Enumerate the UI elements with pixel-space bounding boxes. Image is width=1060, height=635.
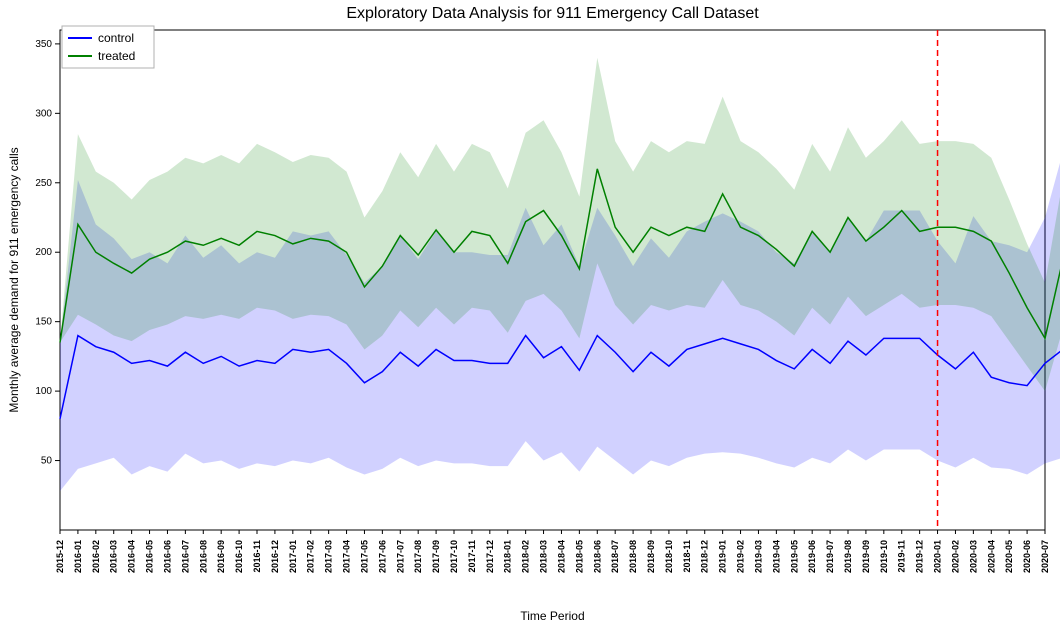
x-tick-label: 2018-05	[574, 540, 584, 573]
x-tick-label: 2016-07	[180, 540, 190, 573]
x-tick-label: 2016-08	[198, 540, 208, 573]
x-tick-label: 2019-03	[753, 540, 763, 573]
x-tick-label: 2018-02	[521, 540, 531, 573]
x-tick-label: 2017-02	[306, 540, 316, 573]
legend-label-control: control	[98, 31, 134, 45]
x-tick-label: 2019-08	[843, 540, 853, 573]
x-tick-label: 2017-05	[359, 540, 369, 573]
x-tick-label: 2016-11	[252, 540, 262, 573]
x-tick-label: 2016-05	[145, 540, 155, 573]
x-tick-label: 2017-10	[449, 540, 459, 573]
x-tick-label: 2018-08	[628, 540, 638, 573]
y-tick-label: 250	[35, 178, 52, 189]
x-tick-label: 2016-04	[127, 540, 137, 573]
x-tick-label: 2020-05	[1004, 540, 1014, 573]
x-tick-label: 2015-12	[55, 540, 65, 573]
x-tick-label: 2018-12	[700, 540, 710, 573]
x-tick-label: 2020-03	[968, 540, 978, 573]
y-tick-label: 100	[35, 386, 52, 397]
x-tick-label: 2016-01	[73, 540, 83, 573]
y-tick-label: 350	[35, 39, 52, 50]
x-tick-label: 2017-06	[377, 540, 387, 573]
x-tick-label: 2019-11	[897, 540, 907, 573]
x-tick-label: 2017-08	[413, 540, 423, 573]
chart-title: Exploratory Data Analysis for 911 Emerge…	[346, 5, 759, 22]
x-tick-label: 2019-02	[736, 540, 746, 573]
y-tick-label: 50	[41, 456, 53, 467]
x-tick-label: 2018-09	[646, 540, 656, 573]
x-tick-label: 2019-09	[861, 540, 871, 573]
x-tick-label: 2019-01	[718, 540, 728, 573]
x-tick-label: 2016-03	[109, 540, 119, 573]
y-tick-label: 300	[35, 108, 52, 119]
x-axis-label: Time Period	[520, 609, 584, 623]
x-tick-label: 2018-11	[682, 540, 692, 573]
x-tick-label: 2018-10	[664, 540, 674, 573]
x-tick-label: 2019-04	[771, 540, 781, 573]
x-tick-label: 2020-07	[1040, 540, 1050, 573]
x-tick-label: 2020-04	[986, 540, 996, 573]
x-tick-label: 2017-01	[288, 540, 298, 573]
x-tick-label: 2019-07	[825, 540, 835, 573]
legend-label-treated: treated	[98, 49, 135, 63]
x-tick-label: 2020-02	[950, 540, 960, 573]
x-tick-label: 2018-04	[556, 540, 566, 573]
x-tick-label: 2017-09	[431, 540, 441, 573]
x-tick-label: 2018-03	[539, 540, 549, 573]
x-tick-label: 2018-07	[610, 540, 620, 573]
x-tick-label: 2017-11	[467, 540, 477, 573]
x-tick-label: 2016-10	[234, 540, 244, 573]
x-tick-label: 2016-09	[216, 540, 226, 573]
x-tick-label: 2017-03	[324, 540, 334, 573]
x-tick-label: 2017-04	[342, 540, 352, 573]
y-axis-label: Monthly average demand for 911 emergency…	[7, 147, 21, 412]
chart: Exploratory Data Analysis for 911 Emerge…	[0, 0, 1060, 635]
x-tick-label: 2019-05	[789, 540, 799, 573]
x-tick-label: 2017-07	[395, 540, 405, 573]
x-tick-label: 2019-06	[807, 540, 817, 573]
x-tick-label: 2018-06	[592, 540, 602, 573]
x-tick-label: 2016-02	[91, 540, 101, 573]
x-tick-label: 2016-12	[270, 540, 280, 573]
x-tick-label: 2018-01	[503, 540, 513, 573]
x-tick-label: 2016-06	[162, 540, 172, 573]
x-tick-label: 2020-06	[1022, 540, 1032, 573]
x-tick-label: 2019-12	[915, 540, 925, 573]
x-tick-label: 2017-12	[485, 540, 495, 573]
x-tick-label: 2019-10	[879, 540, 889, 573]
x-tick-label: 2020-01	[933, 540, 943, 573]
y-tick-label: 150	[35, 317, 52, 328]
y-tick-label: 200	[35, 247, 52, 258]
